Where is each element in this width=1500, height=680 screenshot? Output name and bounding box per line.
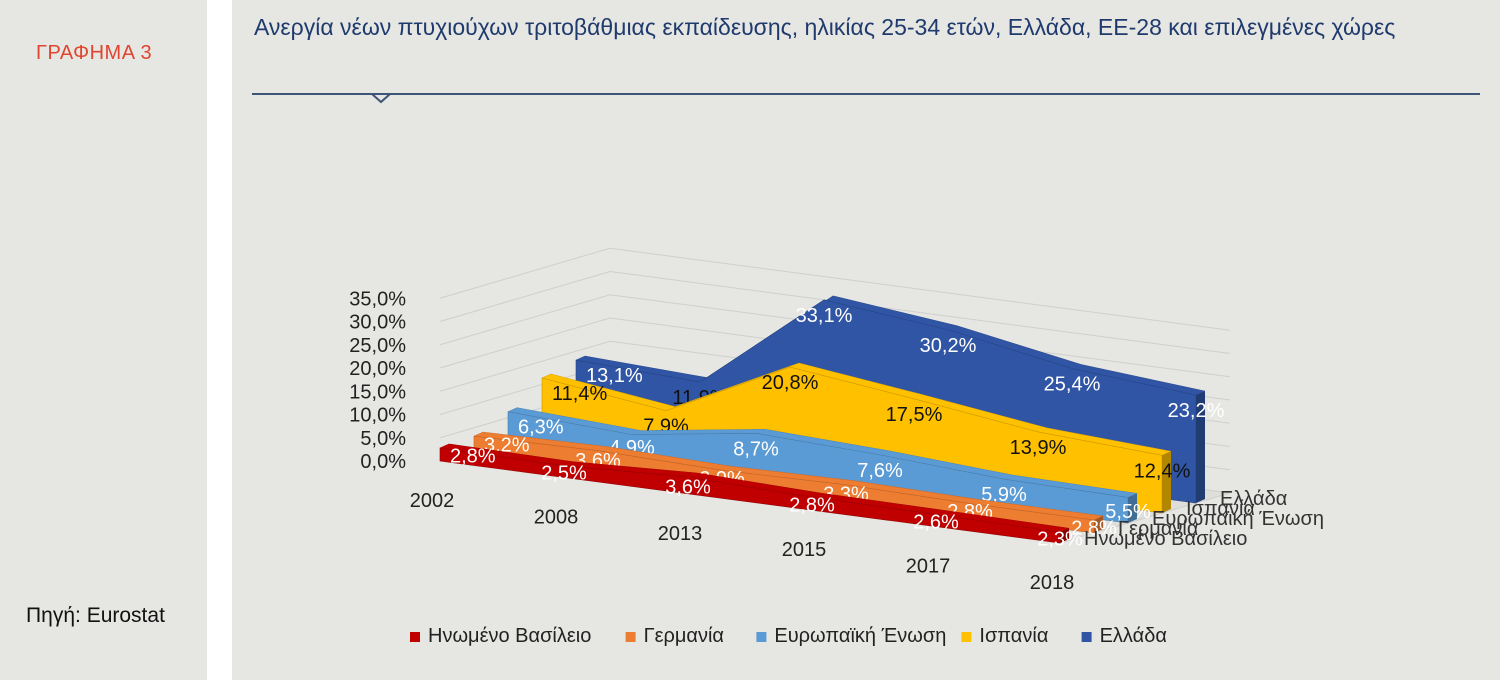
series-depth-label: Ευρωπαϊκή Ένωση — [1152, 508, 1324, 530]
x-tick-label: 2002 — [410, 490, 455, 512]
data-label: 2,3% — [1037, 529, 1083, 551]
y-tick-label: 0,0% — [360, 451, 406, 473]
legend-swatch — [1081, 632, 1092, 642]
gridline — [439, 247, 1231, 331]
legend-item: Ισπανία — [961, 625, 1048, 647]
gridline — [439, 270, 1231, 354]
x-tick-label: 2008 — [534, 506, 579, 528]
y-axis-labels: 0,0%5,0%10,0%15,0%20,0%25,0%30,0%35,0% — [349, 288, 406, 473]
data-label: 6,3% — [518, 417, 564, 439]
y-tick-label: 20,0% — [349, 358, 406, 380]
chart-title: Ανεργία νέων πτυχιούχων τριτοβάθμιας εκπ… — [254, 14, 1396, 40]
legend-item: Ελλάδα — [1081, 625, 1167, 647]
legend-swatch — [756, 632, 767, 642]
data-label: 5,5% — [1105, 501, 1151, 523]
series-right-cap — [1094, 515, 1103, 533]
series-right-cap — [1060, 528, 1069, 543]
legend-label: Ισπανία — [979, 625, 1048, 647]
data-label: 2,8% — [789, 495, 835, 517]
data-label: 2,8% — [450, 445, 496, 467]
title-rule — [252, 93, 1480, 95]
data-label: 2,8% — [1071, 517, 1117, 539]
legend-swatch — [410, 632, 420, 642]
series-2: 6,3%4,9% 8,7%7,6%5,9%5,5% — [507, 407, 1151, 524]
legend-item: Ηνωμένο Βασίλειο — [410, 625, 591, 647]
data-label: 30,2% — [920, 335, 977, 357]
legend-item: Γερμανία — [625, 625, 724, 647]
chart-series: 13,1%11,9%33,1%30,2%25,4%23,2%11,4%7,9%2… — [439, 295, 1225, 551]
left-panel: ΓΡΑΦΗΜΑ 3 Πηγή: Eurostat — [0, 0, 207, 680]
data-label: 20,8% — [762, 372, 819, 394]
legend-swatch — [961, 632, 972, 642]
y-tick-label: 35,0% — [349, 288, 406, 310]
legend-label: Γερμανία — [644, 625, 724, 647]
series-0: 2,8% 2,5% 3,6% 2,8% 2,6% 2,3% — [439, 443, 1083, 551]
data-label: 17,5% — [886, 404, 943, 426]
data-label: 23,2% — [1168, 400, 1225, 422]
legend-label: Ηνωμένο Βασίλειο — [428, 625, 591, 647]
series-depth-label: Γερμανία — [1118, 518, 1198, 540]
title-rule-notch — [371, 93, 391, 104]
series-right-cap — [1196, 391, 1205, 503]
chart-legend: Ηνωμένο Βασίλειο Γερμανία Ευρωπαϊκή Ένωση Ι… — [410, 625, 1167, 647]
y-tick-label: 30,0% — [349, 312, 406, 334]
data-label: 8,7% — [733, 438, 779, 460]
data-label: 13,9% — [1010, 437, 1067, 459]
data-label: 11,4% — [552, 383, 607, 405]
data-label: 5,9% — [981, 484, 1027, 506]
y-tick-label: 10,0% — [349, 405, 406, 427]
data-label: 7,6% — [857, 460, 903, 482]
legend-label: Ευρωπαϊκή Ένωση — [774, 625, 946, 647]
x-tick-label: 2015 — [782, 539, 827, 561]
data-label: 13,1% — [586, 365, 643, 387]
source-note: Πηγή: Eurostat — [26, 604, 165, 627]
y-tick-label: 5,0% — [360, 428, 406, 450]
data-label: 2,6% — [913, 512, 959, 534]
y-tick-label: 15,0% — [349, 381, 406, 403]
series-depth-label: Ισπανία — [1186, 498, 1255, 520]
series-right-cap — [1162, 451, 1171, 513]
data-label: 33,1% — [796, 305, 853, 327]
legend-swatch — [625, 632, 636, 642]
data-label: 2,5% — [541, 463, 587, 485]
data-label: 12,4% — [1134, 460, 1191, 482]
series-depth-label: Ελλάδα — [1220, 488, 1287, 510]
series-depth-label: Ηνωμένο Βασίλειο — [1084, 528, 1247, 550]
x-tick-label: 2013 — [658, 523, 703, 545]
x-tick-label: 2018 — [1030, 572, 1075, 594]
legend-item: Ευρωπαϊκή Ένωση — [756, 625, 946, 647]
x-tick-label: 2017 — [906, 556, 951, 578]
graph-label: ΓΡΑΦΗΜΑ 3 — [36, 42, 153, 64]
data-label: 3,6% — [665, 476, 711, 498]
panel-divider — [207, 0, 232, 680]
data-label: 25,4% — [1044, 373, 1101, 395]
y-tick-label: 25,0% — [349, 335, 406, 357]
series-right-cap — [1128, 493, 1137, 523]
x-axis-labels: 2002 2008 2013 2015 2017 2018 — [410, 490, 1075, 594]
legend-label: Ελλάδα — [1100, 625, 1167, 647]
